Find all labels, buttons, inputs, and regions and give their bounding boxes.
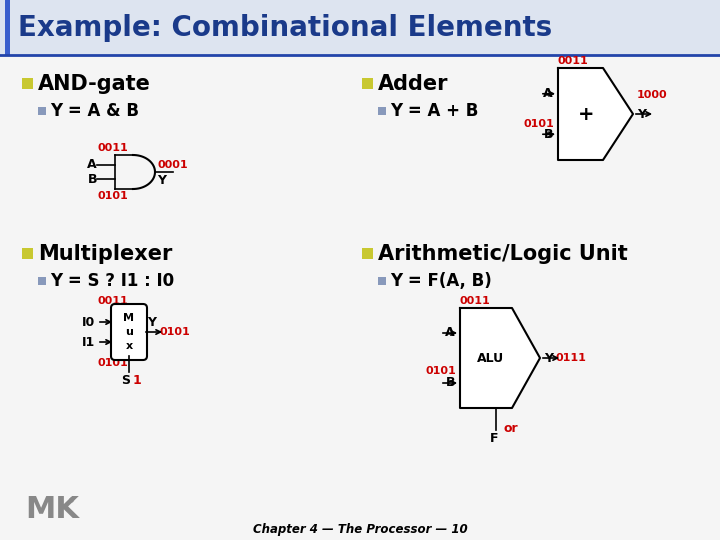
Text: 0011: 0011 bbox=[97, 296, 127, 306]
Text: ALU: ALU bbox=[477, 352, 504, 365]
Text: F: F bbox=[490, 432, 498, 445]
Text: Example: Combinational Elements: Example: Combinational Elements bbox=[18, 14, 552, 42]
Text: Adder: Adder bbox=[378, 74, 449, 94]
Polygon shape bbox=[558, 68, 633, 160]
FancyBboxPatch shape bbox=[0, 0, 720, 55]
Text: B: B bbox=[88, 173, 97, 186]
Polygon shape bbox=[460, 308, 540, 408]
Text: Y: Y bbox=[637, 107, 646, 120]
Text: Y: Y bbox=[544, 352, 553, 365]
Text: MK: MK bbox=[25, 496, 79, 524]
Text: Y: Y bbox=[157, 174, 166, 187]
Bar bbox=[362, 78, 373, 89]
Bar bbox=[362, 248, 373, 259]
Text: Y = S ? I1 : I0: Y = S ? I1 : I0 bbox=[50, 272, 174, 290]
Text: Y = F(A, B): Y = F(A, B) bbox=[390, 272, 492, 290]
Text: or: or bbox=[504, 422, 518, 435]
Text: u: u bbox=[125, 327, 133, 337]
Text: Chapter 4 — The Processor — 10: Chapter 4 — The Processor — 10 bbox=[253, 523, 467, 537]
Text: Y: Y bbox=[147, 316, 156, 329]
Text: 0011: 0011 bbox=[97, 143, 127, 153]
Text: 0011: 0011 bbox=[558, 56, 589, 66]
Text: ®: ® bbox=[68, 498, 75, 504]
FancyBboxPatch shape bbox=[0, 55, 720, 540]
Bar bbox=[22, 248, 33, 259]
Bar bbox=[38, 277, 46, 285]
Text: AND-gate: AND-gate bbox=[38, 74, 151, 94]
Text: Multiplexer: Multiplexer bbox=[38, 244, 172, 264]
Text: A: A bbox=[544, 87, 553, 100]
Bar bbox=[378, 107, 386, 115]
Text: x: x bbox=[125, 341, 132, 351]
Text: I0: I0 bbox=[82, 315, 95, 328]
Bar bbox=[38, 107, 46, 115]
FancyBboxPatch shape bbox=[111, 304, 147, 360]
Text: Arithmetic/Logic Unit: Arithmetic/Logic Unit bbox=[378, 244, 628, 264]
Text: +: + bbox=[578, 105, 595, 124]
Text: 0101: 0101 bbox=[97, 191, 127, 201]
Text: 0101: 0101 bbox=[97, 358, 127, 368]
Text: B: B bbox=[446, 376, 455, 389]
Text: 1000: 1000 bbox=[637, 90, 667, 100]
Text: S: S bbox=[121, 374, 130, 387]
FancyBboxPatch shape bbox=[5, 0, 10, 55]
Text: 0111: 0111 bbox=[556, 353, 587, 363]
Text: 0001: 0001 bbox=[157, 160, 188, 170]
Text: 0101: 0101 bbox=[426, 366, 456, 376]
Bar bbox=[22, 78, 33, 89]
Text: 0101: 0101 bbox=[523, 119, 554, 129]
Text: 1: 1 bbox=[133, 374, 142, 387]
Text: A: A bbox=[446, 327, 455, 340]
Text: I1: I1 bbox=[82, 335, 95, 348]
Text: 0011: 0011 bbox=[460, 296, 491, 306]
Text: Y = A + B: Y = A + B bbox=[390, 102, 478, 120]
Text: M: M bbox=[124, 313, 135, 323]
Text: A: A bbox=[87, 158, 97, 171]
Bar bbox=[378, 277, 386, 285]
Text: Y = A & B: Y = A & B bbox=[50, 102, 139, 120]
Text: 0101: 0101 bbox=[159, 327, 190, 337]
Text: B: B bbox=[544, 128, 553, 141]
